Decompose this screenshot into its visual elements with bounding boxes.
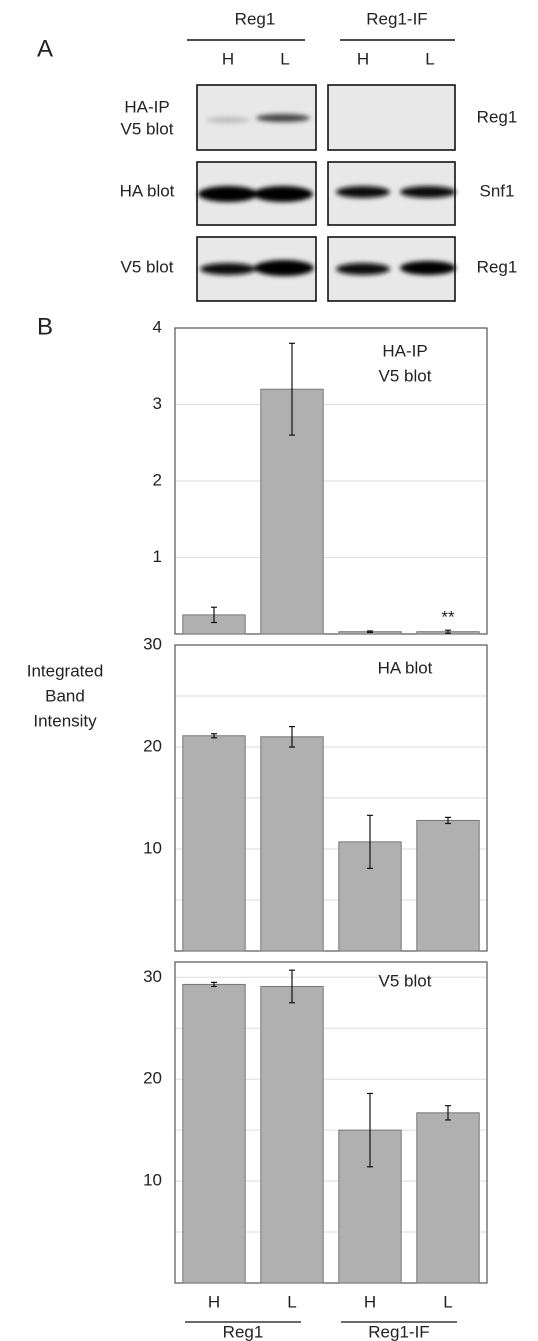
protein-label: Reg1 <box>477 257 518 276</box>
panel-label: A <box>37 35 53 62</box>
group-label: Reg1-IF <box>368 1322 429 1341</box>
bar <box>261 737 323 951</box>
row-label: V5 blot <box>121 119 174 138</box>
x-tick-label: H <box>364 1292 376 1311</box>
y-tick-label: 20 <box>143 736 162 755</box>
bar <box>417 1113 479 1283</box>
bar <box>417 820 479 951</box>
y-tick-label: 4 <box>153 317 162 336</box>
protein-label: Reg1 <box>477 107 518 126</box>
y-axis-label: Band <box>45 686 85 705</box>
lane-label: L <box>280 49 289 68</box>
y-tick-label: 10 <box>143 1171 162 1190</box>
blot <box>328 85 455 150</box>
y-tick-label: 1 <box>153 547 162 566</box>
row-label: HA-IP <box>124 97 169 116</box>
bar <box>183 736 245 951</box>
group-label: Reg1-IF <box>366 9 427 28</box>
panel-label: B <box>37 313 53 340</box>
lane-label: H <box>222 49 234 68</box>
row-label: HA blot <box>120 181 175 200</box>
protein-label: Snf1 <box>480 181 515 200</box>
figure: A Reg1 Reg1-IF H L H L HA-IP V5 blot HA … <box>0 0 538 1341</box>
chart-title: V5 blot <box>379 971 432 990</box>
group-label: Reg1 <box>235 9 276 28</box>
y-tick-label: 20 <box>143 1069 162 1088</box>
lane-label: L <box>425 49 434 68</box>
y-tick-label: 10 <box>143 838 162 857</box>
y-tick-label: 3 <box>153 394 162 413</box>
bar <box>261 986 323 1283</box>
bar <box>183 984 245 1283</box>
chart-title: HA blot <box>378 658 433 677</box>
y-axis-label: Intensity <box>33 711 97 730</box>
chart-title: V5 blot <box>379 366 432 385</box>
y-tick-label: 30 <box>143 634 162 653</box>
y-axis-label: Integrated <box>27 661 104 680</box>
x-tick-label: L <box>287 1292 296 1311</box>
x-tick-label: L <box>443 1292 452 1311</box>
y-tick-label: 2 <box>153 470 162 489</box>
group-label: Reg1 <box>223 1322 264 1341</box>
y-tick-label: 30 <box>143 967 162 986</box>
x-tick-label: H <box>208 1292 220 1311</box>
lane-label: H <box>357 49 369 68</box>
bar-note: ** <box>441 608 455 627</box>
row-label: V5 blot <box>121 257 174 276</box>
panel-a: A Reg1 Reg1-IF H L H L HA-IP V5 blot HA … <box>37 9 517 301</box>
chart-title: HA-IP <box>382 341 427 360</box>
